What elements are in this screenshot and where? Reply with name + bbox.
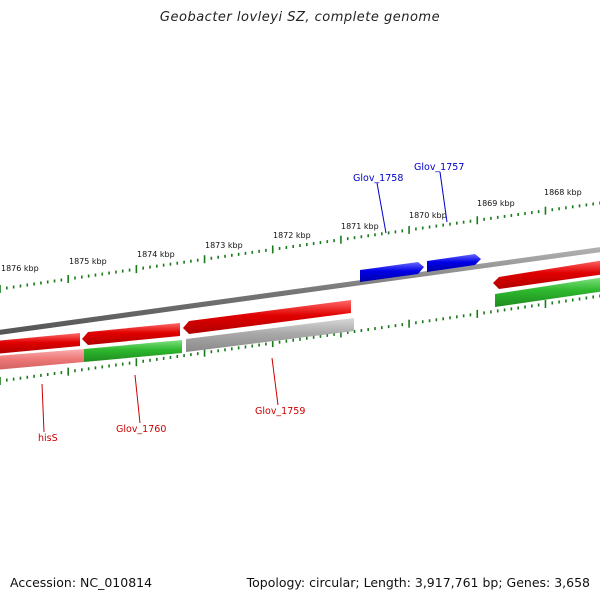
callout-line-glov-1758 xyxy=(376,182,387,234)
gene-glov-1760[interactable] xyxy=(84,340,182,362)
genome-title: Geobacter lovleyi SZ, complete genome xyxy=(159,10,441,25)
gene-label-glov-1759[interactable]: Glov_1759 xyxy=(255,406,305,417)
outer-scale-labels: 1876 kbp 1875 kbp 1874 kbp 1873 kbp 1872… xyxy=(1,188,582,273)
accession-text: Accession: NC_010814 xyxy=(10,575,153,590)
gene-label-glov-1760[interactable]: Glov_1760 xyxy=(116,424,166,435)
kbp-label: 1876 kbp xyxy=(1,264,39,273)
gene-right-green[interactable] xyxy=(495,277,600,307)
gene-callouts xyxy=(41,171,448,433)
callout-line-hisS xyxy=(41,383,45,433)
kbp-label: 1868 kbp xyxy=(544,188,582,197)
gene-label-glov-1758[interactable]: Glov_1758 xyxy=(353,173,403,184)
gene-labels: Glov_1758 Glov_1757 hisS Glov_1760 Glov_… xyxy=(38,162,464,444)
kbp-label: 1871 kbp xyxy=(341,222,379,231)
kbp-label: 1874 kbp xyxy=(137,250,175,259)
gene-label-hisS[interactable]: hisS xyxy=(38,433,58,444)
callout-line-glov-1760 xyxy=(134,374,141,424)
outer-scale-ruler xyxy=(0,201,600,293)
callout-line-glov-1759 xyxy=(271,357,279,406)
gene-glov-1757[interactable] xyxy=(427,254,481,272)
gene-hisS[interactable] xyxy=(0,349,84,370)
forward-genes xyxy=(360,254,600,289)
gene-long-red[interactable] xyxy=(183,300,351,334)
gene-glov-1758[interactable] xyxy=(360,262,424,282)
kbp-label: 1872 kbp xyxy=(273,231,311,240)
genome-summary-text: Topology: circular; Length: 3,917,761 bp… xyxy=(246,575,590,590)
kbp-label: 1869 kbp xyxy=(477,199,515,208)
gene-mid-red[interactable] xyxy=(82,323,180,345)
genome-backbone xyxy=(0,247,600,335)
gene-right-red[interactable] xyxy=(493,260,600,289)
gene-left-red[interactable] xyxy=(0,333,80,354)
kbp-label: 1875 kbp xyxy=(69,257,107,266)
gene-label-glov-1757[interactable]: Glov_1757 xyxy=(414,162,464,173)
kbp-label: 1870 kbp xyxy=(409,211,447,220)
gene-glov-1759[interactable] xyxy=(186,318,354,352)
callout-line-glov-1757 xyxy=(439,171,448,223)
kbp-label: 1873 kbp xyxy=(205,241,243,250)
reverse-genes xyxy=(0,277,600,370)
